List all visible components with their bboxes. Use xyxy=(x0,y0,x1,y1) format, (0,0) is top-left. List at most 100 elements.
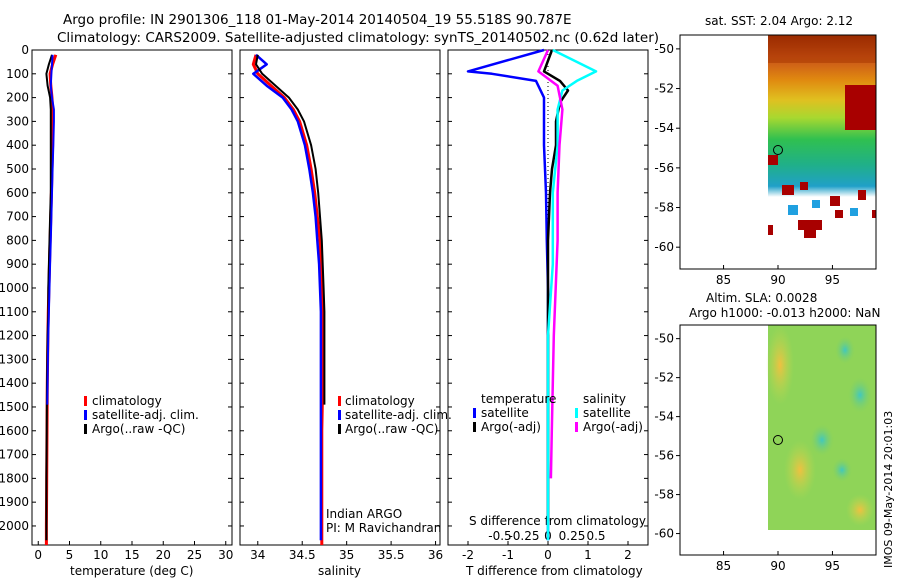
sst-cell xyxy=(768,225,773,235)
series-line-satellite-adj-clim- xyxy=(45,54,53,541)
temperature-axes-frame xyxy=(31,49,233,546)
sla-latitude-tick-labels: -50 -52 -54 -56 -58 -60 xyxy=(654,332,680,541)
sla-map-panel: Altim. SLA: 0.0028 Argo h1000: -0.013 h2… xyxy=(654,291,880,573)
latitude-tick-label: -58 xyxy=(654,201,674,215)
sla-high-anomaly xyxy=(784,440,816,500)
sst-cell xyxy=(788,205,798,215)
sst-longitude-tick-labels: 85 90 95 xyxy=(716,265,840,287)
latitude-tick-label: -56 xyxy=(654,161,674,175)
difference-series xyxy=(466,48,598,541)
sst-cell xyxy=(835,210,843,218)
sst-cell xyxy=(830,196,840,206)
sst-map-title: sat. SST: 2.04 Argo: 2.12 xyxy=(705,14,853,28)
series-line-climatology xyxy=(251,54,325,545)
series-line-salinity-satellite xyxy=(546,48,598,541)
depth-tick-marks xyxy=(448,49,648,527)
legend-swatch-climatology xyxy=(338,396,341,406)
legend-swatch-salinity-argo xyxy=(575,422,578,432)
x-tick-label: 36 xyxy=(428,548,443,562)
x-tick-label: 5 xyxy=(66,548,74,562)
latitude-tick-label: -52 xyxy=(654,82,674,96)
depth-tick-label: 200 xyxy=(6,91,29,105)
depth-tick-label: 100 xyxy=(6,67,29,81)
x-tick-label: 35.5 xyxy=(378,548,405,562)
depth-tick-label: 1100 xyxy=(0,305,29,319)
depth-tick-labels: 0 100 200 300 400 500 600 700 800 900 1000 1100 1200… xyxy=(0,43,232,533)
x-tick-label: 30 xyxy=(218,548,233,562)
float-location-marker xyxy=(773,435,783,445)
legend-label-satellite: satellite-adj. clim. xyxy=(345,408,452,422)
latitude-tick-label: -60 xyxy=(654,240,674,254)
s-difference-tick-label: 0.5 xyxy=(586,529,605,543)
depth-tick-label: 1300 xyxy=(0,352,29,366)
depth-tick-label: 500 xyxy=(6,162,29,176)
salinity-axes-frame xyxy=(239,49,441,546)
temperature-legend: climatology satellite-adj. clim. Argo(..… xyxy=(84,394,199,436)
x-tick-label: -2 xyxy=(462,548,474,562)
latitude-tick-label: -54 xyxy=(654,410,674,424)
legend-label-temperature-satellite: satellite xyxy=(481,406,529,420)
sst-cell xyxy=(768,155,778,165)
temperature-x-tick-labels: 0 5 10 15 20 25 30 xyxy=(34,541,233,562)
latitude-tick-label: -50 xyxy=(654,42,674,56)
temperature-panel: 0100200300400500600700800900100011001200… xyxy=(0,43,233,578)
imos-timestamp: IMOS 09-May-2014 20:01:03 xyxy=(882,411,895,568)
legend-swatch-temperature-satellite xyxy=(473,408,476,418)
latitude-tick-label: -60 xyxy=(654,527,674,541)
longitude-tick-label: 95 xyxy=(825,559,840,573)
sst-cell xyxy=(798,220,822,230)
sla-low-anomaly xyxy=(810,424,834,456)
float-location-marker xyxy=(773,145,783,155)
sst-cell xyxy=(782,185,794,195)
legend-swatch-climatology xyxy=(84,396,87,406)
x-tick-label: 0 xyxy=(34,548,42,562)
depth-tick-label: 400 xyxy=(6,138,29,152)
sla-longitude-tick-labels: 85 90 95 xyxy=(716,551,840,573)
x-tick-label: 35 xyxy=(339,548,354,562)
x-tick-label: 20 xyxy=(156,548,171,562)
legend-swatch-salinity-satellite xyxy=(575,408,578,418)
series-line-temperature-satellite xyxy=(466,48,550,541)
salinity-panel: 34 34.5 35 35.5 36 salinity climatology sate… xyxy=(239,49,452,578)
latitude-tick-label: -58 xyxy=(654,488,674,502)
s-difference-tick-label: -0.25 xyxy=(508,529,539,543)
depth-tick-label: 300 xyxy=(6,114,29,128)
sla-field xyxy=(766,325,876,530)
legend-label-temperature-argo: Argo(-adj) xyxy=(481,420,541,434)
salinity-xlabel: salinity xyxy=(318,564,361,578)
depth-tick-label: 900 xyxy=(6,257,29,271)
depth-tick-label: 2000 xyxy=(0,519,29,533)
depth-tick-label: 0 xyxy=(21,43,29,57)
latitude-tick-label: -56 xyxy=(654,449,674,463)
sla-high-anomaly xyxy=(846,494,874,526)
depth-tick-label: 1500 xyxy=(0,400,29,414)
depth-tick-label: 1700 xyxy=(0,448,29,462)
depth-tick-label: 700 xyxy=(6,210,29,224)
x-tick-label: 2 xyxy=(624,548,632,562)
longitude-tick-label: 85 xyxy=(716,559,731,573)
difference-legend: temperature salinity satellite Argo(-adj… xyxy=(473,392,643,434)
longitude-tick-label: 95 xyxy=(825,273,840,287)
x-tick-label: 15 xyxy=(124,548,139,562)
legend-swatch-satellite xyxy=(338,410,341,420)
title-line-2: Climatology: CARS2009. Satellite-adjuste… xyxy=(57,30,659,46)
sst-latitude-tick-labels: -50 -52 -54 -56 -58 -60 xyxy=(654,42,680,254)
x-tick-label: 0 xyxy=(544,548,552,562)
legend-label-argo: Argo(..raw -QC) xyxy=(92,422,185,436)
salinity-difference-axis-label: S difference from climatology xyxy=(469,514,646,528)
float-program-label: Indian ARGO xyxy=(326,507,402,521)
x-tick-label: 25 xyxy=(187,548,202,562)
temperature-xlabel: temperature (deg C) xyxy=(70,564,193,578)
x-tick-label: 1 xyxy=(584,548,592,562)
depth-tick-marks xyxy=(240,49,440,527)
sst-cell xyxy=(804,230,816,238)
depth-tick-label: 1400 xyxy=(0,376,29,390)
temperature-series xyxy=(44,54,58,545)
longitude-tick-label: 90 xyxy=(770,273,785,287)
longitude-tick-label: 85 xyxy=(716,273,731,287)
series-line-salinity-argo-adj- xyxy=(537,49,564,479)
salinity-series xyxy=(251,53,326,545)
depth-tick-label: 600 xyxy=(6,186,29,200)
latitude-tick-label: -52 xyxy=(654,371,674,385)
